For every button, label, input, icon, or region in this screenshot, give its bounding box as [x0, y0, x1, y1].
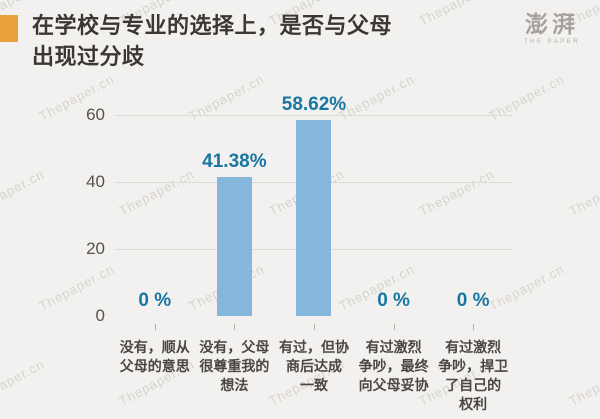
x-axis-tick [473, 324, 475, 330]
bar-value-label: 41.38% [202, 151, 267, 172]
category-column: 58.62% 有过，但协 商后达成 一致 [274, 94, 354, 393]
watermark-text: Thepaper.cn [566, 356, 600, 409]
bar-value-label: 58.62% [281, 94, 347, 115]
x-axis-category-label: 有过，但协 商后达成 一致 [278, 339, 349, 393]
category-column: 0 % 有过激烈 争吵，捍卫 了自己的 权利 [433, 115, 513, 412]
title-accent-bar [0, 15, 18, 42]
category-column: 41.38% 没有，父母 很尊重我的 想法 [195, 115, 275, 393]
watermark-text: Thepaper.cn [566, 166, 600, 219]
thepaper-logo-text: 澎湃 [525, 12, 579, 37]
gridline-60 [115, 115, 513, 116]
x-axis-category-label: 有过激烈 争吵，最终 向父母妥协 [358, 339, 429, 393]
x-axis-category-label: 没有，父母 很尊重我的 想法 [199, 339, 270, 393]
category-column: 0 % 有过激烈 争吵，最终 向父母妥协 [354, 115, 434, 393]
thepaper-logo-subtitle: THE PAPER [523, 39, 581, 45]
thepaper-logo: 澎湃 THE PAPER [521, 12, 583, 45]
y-axis-tick-label: 20 [86, 239, 105, 258]
x-axis-tick [393, 324, 395, 330]
x-axis-tick [154, 324, 156, 330]
x-axis-category-label: 有过激烈 争吵，捍卫 了自己的 权利 [438, 339, 509, 412]
bar-chart-plot: 60 40 20 0 0 % 没有，顺从 父母的意思 41.38% 没有，父母 很尊重我的 想… [86, 94, 513, 412]
category-column: 0 % 没有，顺从 父母的意思 [115, 115, 195, 374]
y-axis-tick-label: 40 [86, 172, 105, 191]
bar-columns: 0 % 没有，顺从 父母的意思 41.38% 没有，父母 很尊重我的 想法 58.62%… [115, 94, 513, 412]
watermark-text: Thepaper.cn [0, 166, 47, 219]
bar-value-label: 0 % [138, 290, 172, 311]
bar [216, 177, 252, 316]
bar-value-label: 0 % [456, 290, 490, 311]
bar [296, 120, 332, 316]
x-axis-tick [313, 324, 315, 330]
bar-value-label: 0 % [377, 290, 410, 311]
y-axis-tick-label: 60 [86, 105, 105, 124]
watermark-text: Thepaper.cn [0, 356, 47, 409]
y-axis-tick-label: 0 [95, 306, 105, 325]
x-axis-category-label: 没有，顺从 父母的意思 [119, 339, 190, 374]
page-title: 在学校与专业的选择上，是否与父母 出现过分歧 [32, 13, 393, 69]
x-axis-tick [234, 324, 236, 330]
